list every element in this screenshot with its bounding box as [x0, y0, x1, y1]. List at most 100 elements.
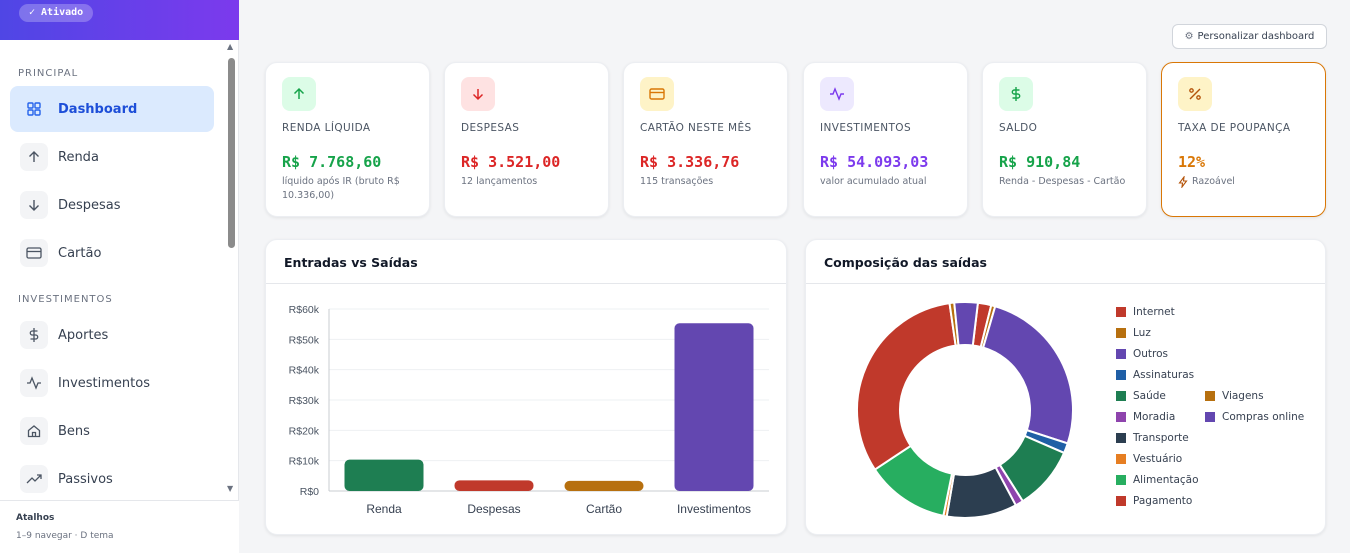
kpi-card-poupanca: TAXA DE POUPANÇA 12% Razoável	[1161, 62, 1326, 217]
slice-outros[interactable]	[981, 305, 1074, 445]
customize-label: Personalizar dashboard	[1197, 31, 1315, 42]
sidebar-item-passivos[interactable]: Passivos	[10, 456, 214, 500]
kpi-value: R$ 54.093,03	[820, 153, 929, 171]
scroll-down-icon[interactable]: ▼	[227, 484, 234, 493]
kpi-label: DESPESAS	[461, 122, 520, 134]
kpi-value: R$ 910,84	[999, 153, 1081, 171]
kpi-card-cartao: CARTÃO NESTE MÊS R$ 3.336,76 115 transaç…	[623, 62, 788, 217]
kpi-subtext: Razoável	[1192, 176, 1235, 187]
legend-label: Assinaturas	[1133, 369, 1195, 381]
bar-despesas[interactable]	[454, 480, 534, 491]
legend-swatch	[1116, 349, 1126, 359]
credit-card-icon	[20, 239, 48, 267]
legend-item[interactable]: Saúde	[1116, 390, 1166, 402]
kpi-label: SALDO	[999, 122, 1038, 134]
legend-item[interactable]: Outros	[1116, 348, 1168, 360]
shortcuts-text: 1–9 navegar · D tema	[16, 531, 114, 541]
legend-swatch	[1116, 454, 1126, 464]
x-tick-label: Renda	[366, 502, 402, 516]
x-tick-label: Cartão	[586, 502, 622, 516]
kpi-label: INVESTIMENTOS	[820, 122, 912, 134]
sidebar-item-label: Investimentos	[58, 375, 150, 391]
scrollbar-thumb[interactable]	[228, 58, 235, 248]
kpi-subtext: líquido após IR (bruto R$ 10.336,00)	[282, 176, 400, 201]
legend-item[interactable]: Vestuário	[1116, 453, 1182, 465]
legend-swatch	[1116, 370, 1126, 380]
kpi-value: R$ 3.521,00	[461, 153, 561, 171]
kpi-card-despesas: DESPESAS R$ 3.521,00 12 lançamentos	[444, 62, 609, 217]
legend-swatch	[1116, 391, 1126, 401]
arrow-up-icon	[20, 143, 48, 171]
sidebar-item-cartao[interactable]: Cartão	[10, 230, 214, 276]
section-investimentos: INVESTIMENTOS	[18, 294, 113, 305]
kpi-subtext: 12 lançamentos	[461, 176, 538, 187]
sidebar-scrollbar[interactable]: ▲ ▼	[226, 40, 238, 500]
legend-item[interactable]: Alimentação	[1116, 474, 1199, 486]
legend-item[interactable]: Moradia	[1116, 411, 1175, 423]
y-tick-label: R$60k	[289, 304, 320, 316]
shortcuts-title: Atalhos	[16, 513, 55, 523]
sidebar-item-bens[interactable]: Bens	[10, 408, 214, 454]
home-icon	[20, 417, 48, 445]
legend-item[interactable]: Assinaturas	[1116, 369, 1194, 381]
kpi-label: TAXA DE POUPANÇA	[1178, 122, 1291, 134]
legend-item[interactable]: Pagamento	[1116, 495, 1192, 507]
gear-icon: ⚙	[1184, 31, 1194, 42]
shortcuts-footer: Atalhos 1–9 navegar · D tema	[0, 500, 239, 553]
legend-label: Luz	[1133, 327, 1151, 339]
legend-swatch	[1116, 475, 1126, 485]
bar-investimentos[interactable]	[674, 323, 754, 491]
legend-label: Transporte	[1133, 432, 1189, 444]
sidebar-item-dashboard[interactable]: Dashboard	[10, 86, 214, 132]
kpi-card-renda: RENDA LÍQUIDA R$ 7.768,60 líquido após I…	[265, 62, 430, 217]
legend-label: Saúde	[1133, 390, 1166, 402]
sidebar-item-aportes[interactable]: Aportes	[10, 312, 214, 358]
y-tick-label: R$0	[300, 486, 319, 498]
y-tick-label: R$20k	[289, 425, 320, 437]
arrow-up-icon	[282, 77, 316, 111]
arrow-down-icon	[20, 191, 48, 219]
kpi-label: CARTÃO NESTE MÊS	[640, 122, 752, 134]
sidebar-item-investimentos[interactable]: Investimentos	[10, 360, 214, 406]
kpi-label: RENDA LÍQUIDA	[282, 122, 371, 134]
kpi-card-saldo: SALDO R$ 910,84 Renda - Despesas - Cartã…	[982, 62, 1147, 217]
status-badge: ✓ Ativado	[19, 4, 94, 22]
legend-label: Compras online	[1222, 411, 1305, 423]
legend-swatch	[1205, 412, 1215, 422]
kpi-subtext: valor acumulado atual	[820, 176, 927, 187]
legend-item[interactable]: Internet	[1116, 306, 1175, 318]
kpi-subtext: Renda - Despesas - Cartão	[999, 176, 1126, 187]
legend-item[interactable]: Transporte	[1116, 432, 1189, 444]
y-tick-label: R$30k	[289, 395, 320, 407]
sidebar-item-despesas[interactable]: Despesas	[10, 182, 214, 228]
activity-icon	[820, 77, 854, 111]
kpi-value: R$ 7.768,60	[282, 153, 382, 171]
scroll-up-icon[interactable]: ▲	[227, 42, 234, 51]
legend-swatch	[1205, 391, 1215, 401]
sidebar-item-renda[interactable]: Renda	[10, 134, 214, 180]
legend-label: Alimentação	[1133, 474, 1199, 486]
legend-item[interactable]: Compras online	[1205, 411, 1304, 423]
panel-title: Composição das saídas	[824, 255, 987, 270]
bar-renda[interactable]	[344, 459, 424, 491]
kpi-value: R$ 3.336,76	[640, 153, 740, 171]
kpi-subtext: 115 transações	[640, 176, 714, 187]
sidebar-item-label: Passivos	[58, 471, 113, 487]
legend-item[interactable]: Luz	[1116, 327, 1151, 339]
slice-pagamento[interactable]	[856, 301, 957, 471]
legend-swatch	[1116, 328, 1126, 338]
donut-chart-panel: Composição das saídas Internet Luz Outros A…	[805, 239, 1326, 535]
sidebar-nav: PRINCIPAL Dashboard Renda Despesas Cartã…	[0, 40, 239, 500]
legend-label: Viagens	[1222, 390, 1264, 402]
slice-compras-online[interactable]	[953, 301, 980, 347]
dollar-icon	[999, 77, 1033, 111]
legend-swatch	[1116, 412, 1126, 422]
legend-label: Internet	[1133, 306, 1175, 318]
bar-chart: R$0 R$10k R$20k R$30k R$40k R$50k R$60k Renda De…	[289, 304, 769, 516]
customize-dashboard-button[interactable]: ⚙ Personalizar dashboard	[1172, 24, 1327, 49]
legend-label: Pagamento	[1133, 495, 1193, 507]
y-tick-label: R$10k	[289, 456, 320, 468]
bar-cartão[interactable]	[564, 480, 644, 491]
legend-item[interactable]: Viagens	[1205, 390, 1264, 402]
sidebar-item-label: Aportes	[58, 327, 109, 343]
